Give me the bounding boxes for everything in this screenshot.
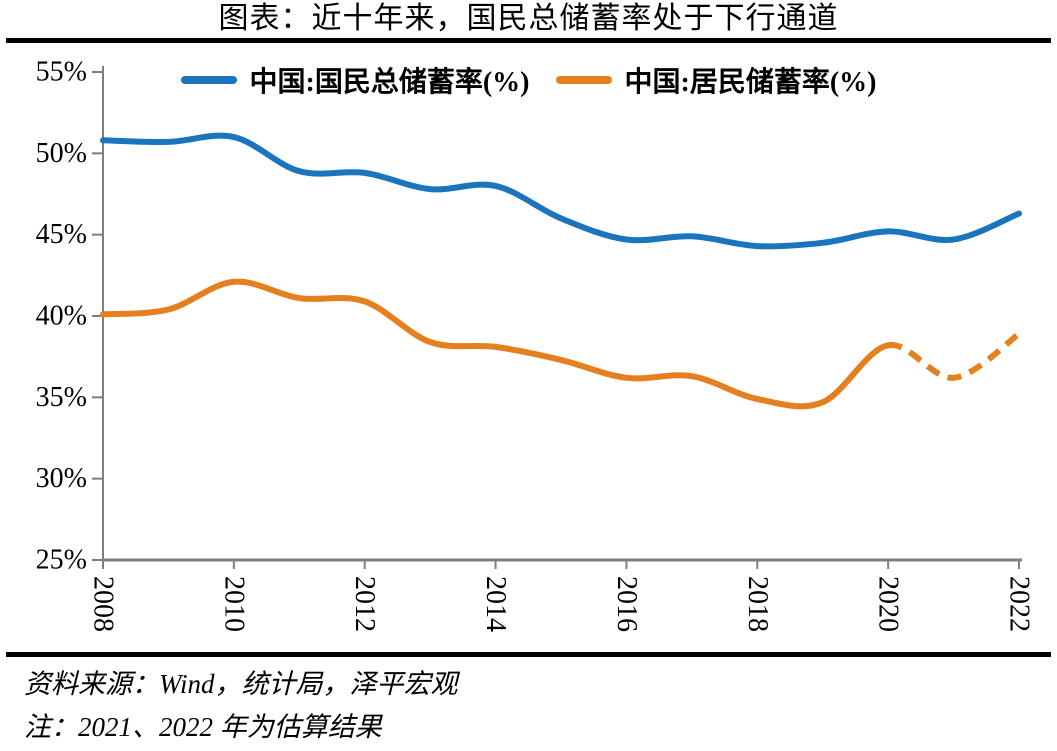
legend-label-national: 中国:国民总储蓄率(%) xyxy=(249,67,530,98)
y-tick-label: 30% xyxy=(36,463,87,494)
legend-line-swatch-national xyxy=(180,76,237,84)
estimate-note: 注：2021、2022 年为估算结果 xyxy=(24,712,382,742)
chart-legend: 中国:国民总储蓄率(%) 中国:居民储蓄率(%) xyxy=(0,60,1057,100)
data-source-note: 资料来源：Wind，统计局，泽平宏观 xyxy=(24,669,458,699)
x-tick-label: 2018 xyxy=(742,576,773,632)
title-divider-rule xyxy=(6,38,1051,43)
series-line-1-solid xyxy=(100,278,892,410)
y-tick-label: 55% xyxy=(36,57,87,88)
series-line-1-dashed-estimate xyxy=(887,331,1021,381)
x-tick-label: 2020 xyxy=(873,576,904,632)
y-tick-label: 45% xyxy=(36,219,87,250)
x-tick-label: 2014 xyxy=(480,576,511,632)
footer-divider-rule xyxy=(6,652,1051,657)
y-tick-label: 25% xyxy=(36,545,87,576)
y-tick-label: 40% xyxy=(36,301,87,332)
savings-rate-line-chart: 55% 50% 45% 40% 35% 30% 25%2008 2010 2012 2014 201… xyxy=(36,57,1035,633)
series-line-0 xyxy=(100,132,1022,250)
legend-item-household-savings: 中国:居民储蓄率(%) xyxy=(555,60,877,100)
x-tick-label: 2016 xyxy=(611,576,642,632)
y-tick-label: 35% xyxy=(36,382,87,413)
chart-title: 图表：近十年来，国民总储蓄率处于下行通道 xyxy=(218,2,839,35)
x-tick-label: 2012 xyxy=(349,576,380,632)
x-tick-label: 2008 xyxy=(88,576,119,632)
legend-item-national-savings: 中国:国民总储蓄率(%) xyxy=(180,60,530,100)
legend-label-household: 中国:居民储蓄率(%) xyxy=(624,67,877,98)
x-tick-label: 2022 xyxy=(1004,576,1035,632)
x-tick-label: 2010 xyxy=(218,576,249,632)
legend-line-swatch-household xyxy=(555,76,612,84)
y-tick-label: 50% xyxy=(36,138,87,169)
